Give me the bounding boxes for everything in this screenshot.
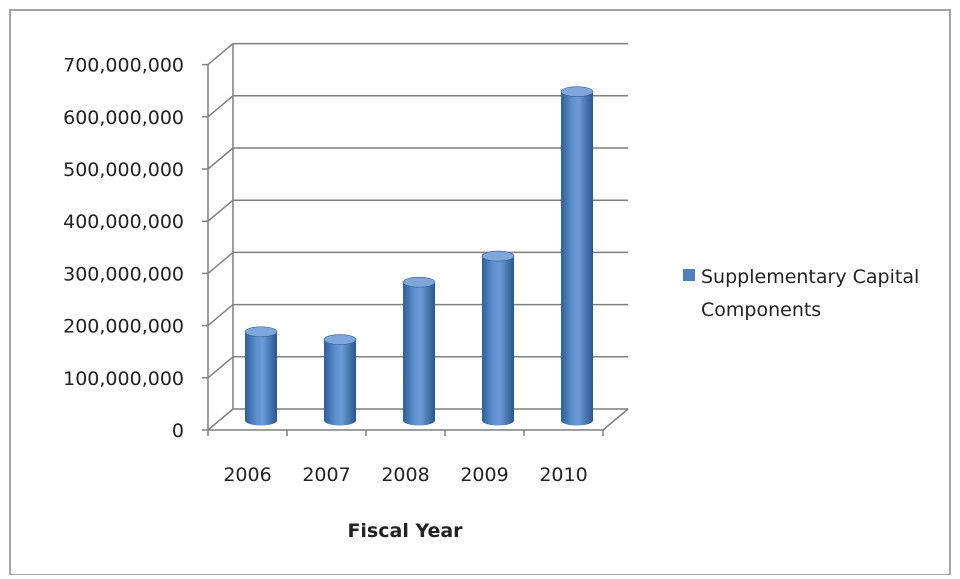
y-tick-label: 700,000,000 [63, 55, 184, 77]
x-tick-label: 2010 [539, 464, 587, 486]
y-tick-label: 400,000,000 [63, 211, 184, 233]
x-tick-label: 2008 [381, 464, 429, 486]
legend-label-line-1: Supplementary Capital [701, 266, 919, 288]
gridline-side-5 [207, 147, 234, 170]
y-tick-label: 0 [172, 420, 184, 442]
bar-top [402, 276, 436, 288]
gridline-side-7 [207, 43, 234, 66]
gridline-side-0 [207, 408, 234, 431]
chart-border [9, 9, 951, 576]
x-tick-label: 2009 [460, 464, 508, 486]
x-axis-title: Fiscal Year [347, 520, 463, 542]
gridline-side-2 [207, 304, 234, 327]
gridline-side-3 [207, 251, 234, 274]
legend-swatch [683, 269, 695, 281]
bar-body [403, 282, 435, 426]
bar-body [324, 339, 356, 426]
gridline-side-4 [207, 199, 234, 222]
floor-right-edge [602, 408, 629, 431]
bar [323, 334, 357, 426]
y-tick-label: 300,000,000 [63, 263, 184, 285]
x-tick-label: 2006 [223, 464, 271, 486]
y-tick-label: 600,000,000 [63, 107, 184, 129]
gridline-side-1 [207, 356, 234, 379]
bar [481, 250, 515, 426]
legend-label-line-2: Components [701, 299, 821, 321]
y-tick-label: 500,000,000 [63, 159, 184, 181]
bar-body [482, 256, 514, 426]
bar-body [561, 91, 593, 426]
bars-layer [244, 86, 594, 426]
y-tick-label: 200,000,000 [63, 316, 184, 338]
bar [244, 326, 278, 426]
bar [402, 276, 436, 426]
y-tick-label: 100,000,000 [63, 368, 184, 390]
y-tick-labels: 0 100,000,000 200,000,000 300,000,000 400,00… [63, 55, 208, 442]
bar-top [244, 326, 278, 338]
bar-body [245, 331, 277, 426]
bar-top [323, 334, 357, 345]
gridline-side-6 [207, 95, 234, 118]
bar-top [560, 86, 594, 97]
x-tick-label: 2007 [302, 464, 350, 486]
x-tick-labels: 2006 2007 2008 2009 2010 [207, 430, 604, 486]
bar [560, 86, 594, 426]
bar-top [481, 250, 515, 262]
legend: Supplementary Capital Components [683, 266, 919, 321]
